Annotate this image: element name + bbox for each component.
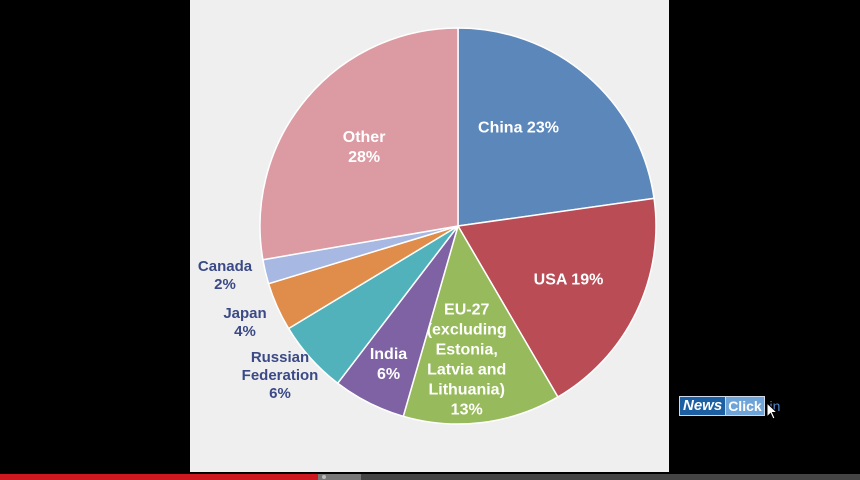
slice-label: (excluding — [427, 322, 507, 339]
pie-slice — [402, 224, 559, 425]
slice-label: Estonia, — [436, 342, 498, 359]
slice-label: Russian — [251, 349, 309, 366]
slice-label: Federation — [242, 367, 319, 384]
slice-label: 13% — [451, 402, 483, 419]
video-buffer-bar — [318, 474, 362, 480]
pie-slice — [456, 197, 657, 398]
slice-label: 4% — [234, 323, 256, 340]
pie-slice — [259, 27, 459, 261]
video-progress-bar[interactable] — [0, 474, 860, 480]
video-scrubber-knob[interactable] — [322, 475, 327, 479]
slice-label: 6% — [377, 366, 400, 383]
slice-label: EU-27 — [444, 302, 489, 319]
slice-label: 28% — [348, 149, 380, 166]
slice-label: USA 19% — [534, 272, 604, 289]
slice-label: China 23% — [478, 119, 559, 136]
newsclick-logo: News Click .in — [679, 396, 780, 416]
chart-slide: China 23% USA 19% EU-27 (excluding Estonia, L… — [190, 0, 669, 472]
slice-label: Other — [343, 129, 386, 146]
mouse-cursor-icon — [766, 402, 778, 420]
slice-label: Canada — [198, 258, 253, 275]
slice-label: Japan — [223, 305, 266, 322]
slice-label: 6% — [269, 385, 291, 402]
video-played-bar — [0, 474, 319, 480]
slice-label: Latvia and — [427, 362, 506, 379]
slice-label: 2% — [214, 276, 236, 293]
slice-label: India — [370, 346, 407, 363]
logo-click-text: Click — [726, 396, 765, 416]
logo-news-text: News — [679, 396, 727, 416]
pie-chart: China 23% USA 19% EU-27 (excluding Estonia, L… — [198, 27, 657, 425]
pie-slice — [457, 27, 655, 227]
slice-label: Lithuania) — [428, 382, 504, 399]
